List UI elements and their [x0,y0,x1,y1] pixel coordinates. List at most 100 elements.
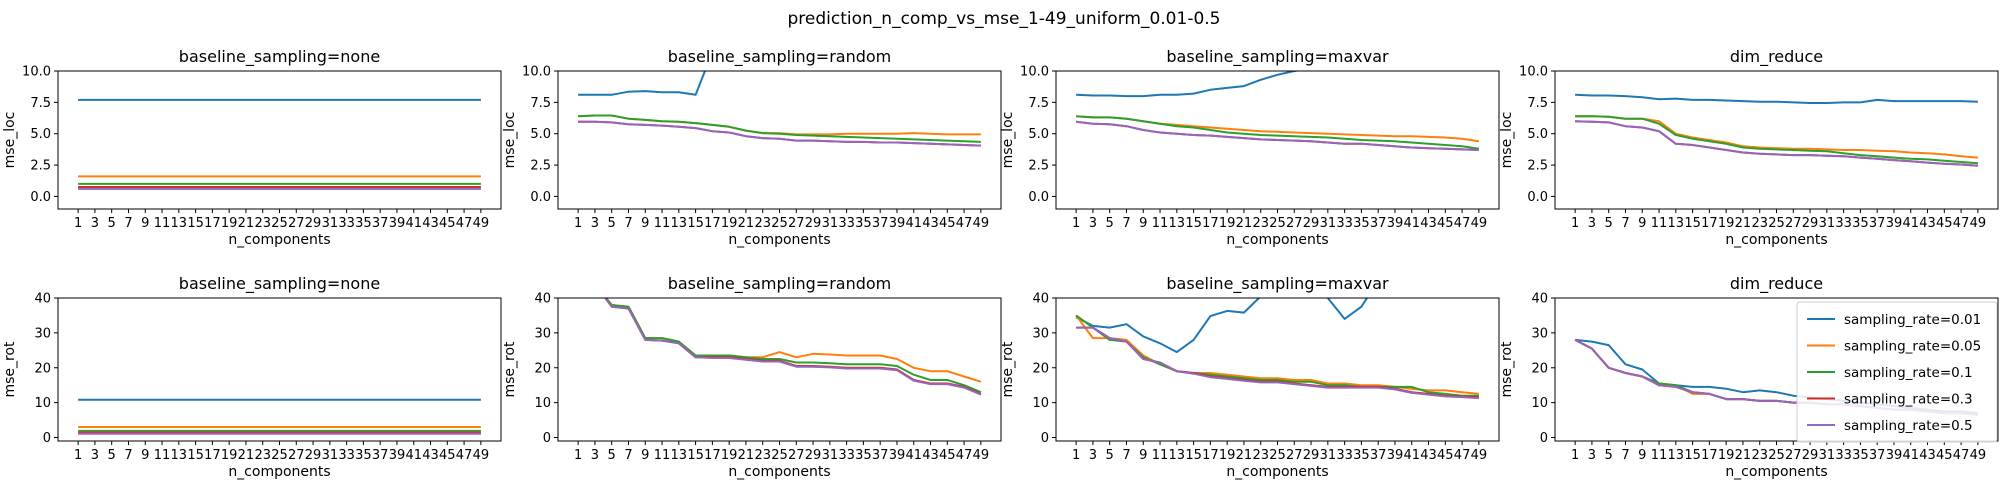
x-tick-label: 33 [838,448,855,463]
series-group [78,398,481,435]
x-tick-label: 27 [1286,216,1303,231]
x-tick-label: 21 [238,216,255,231]
y-axis-label: mse_rot [1000,341,1016,398]
x-tick-label: 27 [788,448,805,463]
x-tick-label: 33 [338,216,355,231]
x-tick-label: 25 [1269,448,1286,463]
x-tick-label: 45 [439,216,456,231]
x-axis-label: n_components [728,464,830,480]
x-tick-label: 9 [141,448,149,463]
legend-entry: sampling_rate=0.01 [1844,312,1981,328]
plot-frame [57,70,502,210]
x-tick-label: 25 [1768,216,1785,231]
x-tick-label: 17 [1202,216,1219,231]
x-tick-label: 47 [456,448,473,463]
x-tick-label: 49 [1970,216,1987,231]
x-tick-label: 29 [1802,216,1819,231]
y-axis-label: mse_loc [1499,112,1515,169]
plot-frame [1055,297,1500,442]
x-tick-label: 45 [1936,216,1953,231]
subplot-title: dim_reduce [1730,274,1823,294]
x-tick-label: 29 [305,448,322,463]
x-tick-label: 21 [738,448,755,463]
x-tick-label: 31 [322,216,339,231]
x-tick-label: 17 [1202,448,1219,463]
x-tick-label: 35 [355,216,372,231]
y-tick-label: 40 [34,292,51,307]
x-tick-label: 27 [1785,216,1802,231]
legend-box [1796,301,1998,443]
plot-frame [1554,297,1999,442]
x-tick-label: 23 [1252,216,1269,231]
x-tick-label: 49 [473,216,490,231]
x-tick-label: 3 [1089,216,1097,231]
y-tick-label: 10 [534,396,551,411]
x-tick-label: 3 [91,216,99,231]
x-tick-label: 19 [1219,448,1236,463]
y-tick-label: 40 [534,292,551,307]
plot-frame [57,297,502,442]
x-axis-label: n_components [228,232,330,248]
x-tick-label: 37 [872,216,889,231]
y-tick-label: 2.5 [1527,159,1548,174]
x-tick-label: 9 [1139,448,1147,463]
legend-entry: sampling_rate=0.1 [1844,365,1973,381]
x-tick-label: 25 [271,216,288,231]
series-line [1076,115,1480,150]
x-tick-label: 15 [687,216,704,231]
x-tick-label: 33 [1835,216,1852,231]
y-tick-label: 20 [34,361,51,376]
x-tick-label: 1 [1571,216,1579,231]
x-tick-label: 29 [1802,448,1819,463]
y-tick-label: 10 [1032,396,1049,411]
x-tick-label: 5 [1605,216,1613,231]
y-tick-label: 20 [534,361,551,376]
x-tick-label: 37 [372,448,389,463]
x-tick-label: 23 [754,216,771,231]
x-tick-label: 7 [1122,216,1130,231]
plot-frame [557,297,1002,442]
x-tick-label: 39 [1886,448,1903,463]
subplot-title: baseline_sampling=maxvar [1166,274,1389,294]
series-line [578,71,707,96]
series-line [1076,71,1302,98]
figure-title: prediction_n_comp_vs_mse_1-49_uniform_0.… [788,9,1221,29]
x-tick-label: 17 [204,448,221,463]
series-line [1575,115,1978,159]
y-axis-label: mse_rot [1499,341,1515,398]
x-tick-label: 35 [855,448,872,463]
x-tick-label: 1 [574,448,582,463]
series-line [1076,326,1479,399]
x-tick-label: 41 [405,216,422,231]
x-tick-label: 25 [771,216,788,231]
x-tick-label: 11 [654,216,671,231]
x-tick-label: 3 [591,216,599,231]
y-tick-label: 5.0 [30,127,51,142]
x-tick-label: 37 [1869,216,1886,231]
x-tick-label: 49 [973,448,990,463]
x-tick-label: 47 [956,448,973,463]
x-tick-label: 19 [1718,216,1735,231]
y-tick-label: 7.5 [1527,96,1548,111]
x-tick-label: 35 [1852,216,1869,231]
x-tick-label: 15 [1185,448,1202,463]
x-tick-label: 23 [254,448,271,463]
subplot-title: baseline_sampling=random [668,274,892,294]
x-tick-label: 41 [1403,216,1420,231]
x-tick-label: 15 [1185,216,1202,231]
x-tick-label: 13 [671,216,688,231]
x-tick-label: 1 [1072,216,1080,231]
series-line [604,298,982,394]
x-tick-label: 41 [905,216,922,231]
x-tick-label: 49 [1471,448,1488,463]
x-tick-label: 15 [1684,448,1701,463]
x-tick-label: 25 [271,448,288,463]
y-tick-label: 20 [1032,361,1049,376]
x-tick-label: 27 [1286,448,1303,463]
y-tick-label: 10 [1531,396,1548,411]
x-tick-label: 7 [624,448,632,463]
x-tick-label: 41 [905,448,922,463]
x-tick-label: 27 [288,216,305,231]
x-tick-label: 25 [1269,216,1286,231]
